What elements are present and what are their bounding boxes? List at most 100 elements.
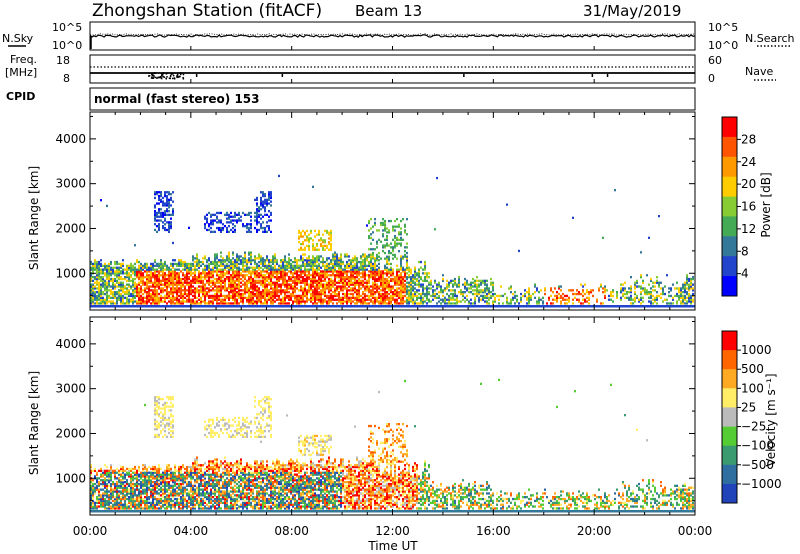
heatmap-cell [116,503,118,506]
heatmap-cell [358,285,360,288]
heatmap-cell [372,231,374,234]
heatmap-cell [430,294,432,298]
heatmap-cell [154,206,156,209]
heatmap-cell [340,298,342,301]
heatmap-cell [154,291,156,294]
heatmap-cell [154,196,156,200]
cpid-panel-frame [89,87,696,111]
heatmap-cell [410,279,412,282]
heatmap-cell [664,292,666,296]
heatmap-cell [366,287,368,290]
heatmap-cell [294,279,296,282]
heatmap-cell [222,260,224,264]
station-title: Zhongshan Station (fitACF) [92,1,322,21]
heatmap-cell [354,302,356,305]
heatmap-cell [550,294,552,298]
heatmap-cell [560,296,562,299]
heatmap-cell [208,302,210,305]
heatmap-cell [352,287,354,290]
heatmap-cell [304,248,306,251]
heatmap-cell [514,302,516,305]
heatmap-cell [170,302,172,305]
heatmap-cell [164,274,166,277]
heatmap-cell [258,281,260,284]
heatmap-cell [212,287,214,290]
heatmap-cell [116,482,118,486]
heatmap-cell [656,279,658,282]
heatmap-cell [500,285,502,288]
heatmap-cell [204,283,206,286]
heatmap-cell [486,283,488,286]
heatmap-cell [384,264,386,267]
heatmap-cell [112,507,114,510]
heatmap-cell [270,274,272,277]
heatmap-cell [104,505,106,508]
heatmap-cell [306,257,308,260]
heatmap-cell [456,296,458,299]
heatmap-cell [400,294,402,298]
heatmap-cell [216,289,218,292]
heatmap-cell [300,279,302,282]
heatmap-cell [148,287,150,290]
heatmap-cell [202,294,204,298]
heatmap-cell [178,259,180,262]
heatmap-cell [146,272,148,275]
heatmap-cell [90,490,92,493]
heatmap-cell [282,291,284,294]
heatmap-cell [324,274,326,277]
heatmap-cell [244,260,246,264]
heatmap-cell [400,292,402,296]
heatmap-cell [250,279,252,282]
heatmap-cell [248,291,250,294]
heatmap-cell [690,279,692,282]
heatmap-cell [612,289,614,292]
heatmap-cell [98,497,100,501]
heatmap-cell [264,193,266,196]
heatmap-cell [136,488,138,491]
heatmap-cell [294,289,296,292]
heatmap-cell [302,298,304,301]
heatmap-cell [230,279,232,282]
heatmap-cell [248,302,250,305]
heatmap-cell [392,274,394,277]
heatmap-cell [258,213,260,216]
heatmap-cell [142,281,144,284]
heatmap-cell [208,294,210,298]
heatmap-cell [206,281,208,284]
heatmap-cell [152,302,154,305]
heatmap-cell [134,244,136,247]
heatmap-cell [308,248,310,251]
heatmap-cell [154,292,156,296]
heatmap-cell [620,296,622,299]
heatmap-cell [102,471,104,474]
heatmap-cell [254,226,256,230]
heatmap-cell [682,291,684,294]
heatmap-cell [454,292,456,296]
heatmap-cell [110,260,112,264]
heatmap-cell [636,281,638,284]
heatmap-cell [464,296,466,299]
heatmap-cell [290,292,292,296]
heatmap-cell [232,279,234,282]
heatmap-cell [234,289,236,292]
heatmap-cell [264,279,266,282]
heatmap-cell [258,264,260,267]
heatmap-cell [156,283,158,286]
heatmap-cell [466,294,468,298]
heatmap-cell [308,244,310,248]
heatmap-cell [356,270,358,273]
heatmap-cell [148,270,150,273]
heatmap-cell [160,300,162,303]
heatmap-cell [122,496,124,499]
heatmap-cell [110,467,112,471]
heatmap-cell [128,285,130,288]
heatmap-cell [478,289,480,292]
heatmap-cell [96,266,98,269]
nave-dropout-dot [172,73,174,75]
heatmap-cell [428,281,430,284]
heatmap-cell [104,481,106,484]
heatmap-cell [130,499,132,503]
heatmap-cell [124,507,126,510]
heatmap-cell [352,259,354,262]
heatmap-cell [326,229,328,233]
